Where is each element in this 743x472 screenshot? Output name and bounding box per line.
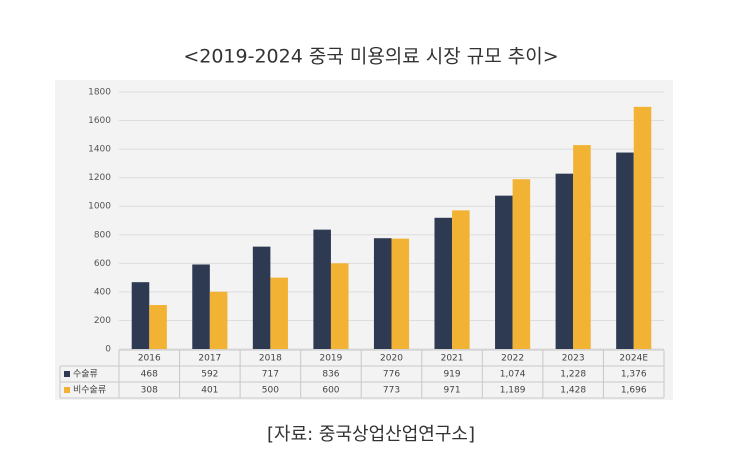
bar <box>391 238 410 349</box>
y-tick-label: 1400 <box>88 145 111 155</box>
legend-label: 수술류 <box>73 369 98 380</box>
y-tick-label: 1600 <box>88 116 111 126</box>
bar <box>512 179 531 349</box>
x-tick-label: 2016 <box>138 354 161 364</box>
x-tick-label: 2022 <box>501 354 524 364</box>
bar <box>495 195 513 349</box>
bar <box>209 291 228 349</box>
bar <box>573 145 591 349</box>
table-value: 1,189 <box>500 386 526 396</box>
table-value: 1,074 <box>500 370 526 380</box>
y-tick-label: 400 <box>94 287 111 297</box>
bar <box>252 246 271 349</box>
bar <box>633 106 652 349</box>
y-tick-label: 1000 <box>88 202 111 212</box>
table-value: 971 <box>443 386 460 396</box>
y-tick-label: 0 <box>105 345 111 355</box>
bar <box>434 217 453 349</box>
x-tick-label: 2021 <box>441 354 464 364</box>
x-tick-label: 2020 <box>380 354 403 364</box>
bar <box>616 152 634 349</box>
x-tick-label: 2023 <box>562 354 585 364</box>
table-value: 1,228 <box>560 370 586 380</box>
chart-title: <2019-2024 중국 미용의료 시장 규모 추이> <box>183 46 558 68</box>
bar <box>149 305 167 349</box>
table-value: 1,376 <box>621 370 647 380</box>
source-note: [자료: 중국상업산업연구소] <box>267 424 475 445</box>
table-value: 776 <box>383 370 400 380</box>
x-tick-label: 2018 <box>259 354 282 364</box>
x-tick-label: 2024E <box>619 354 648 364</box>
y-tick-label: 600 <box>94 259 111 269</box>
table-value: 308 <box>141 386 158 396</box>
y-tick-label: 1200 <box>88 173 111 183</box>
y-tick-label: 200 <box>94 316 111 326</box>
table-value: 919 <box>443 370 460 380</box>
legend-label: 비수술류 <box>73 385 106 396</box>
bar <box>330 263 349 349</box>
table-value: 500 <box>262 386 279 396</box>
table-value: 592 <box>201 370 218 380</box>
bar <box>555 173 574 349</box>
bar <box>131 282 150 349</box>
table-value: 717 <box>262 370 279 380</box>
x-tick-label: 2017 <box>198 354 221 364</box>
table-value: 468 <box>141 370 158 380</box>
legend-swatch <box>64 387 70 393</box>
legend-swatch <box>64 371 70 377</box>
table-value: 773 <box>383 386 400 396</box>
bar <box>452 210 470 349</box>
y-tick-label: 800 <box>94 230 111 240</box>
table-value: 401 <box>201 386 218 396</box>
table-value: 1,428 <box>560 386 586 396</box>
bar <box>373 238 392 349</box>
y-tick-label: 1800 <box>88 88 111 98</box>
bar <box>192 264 210 349</box>
x-tick-label: 2019 <box>319 354 342 364</box>
bar <box>313 229 331 349</box>
table-value: 836 <box>322 370 339 380</box>
bar <box>270 277 288 349</box>
table-value: 1,696 <box>621 386 647 396</box>
table-value: 600 <box>322 386 339 396</box>
